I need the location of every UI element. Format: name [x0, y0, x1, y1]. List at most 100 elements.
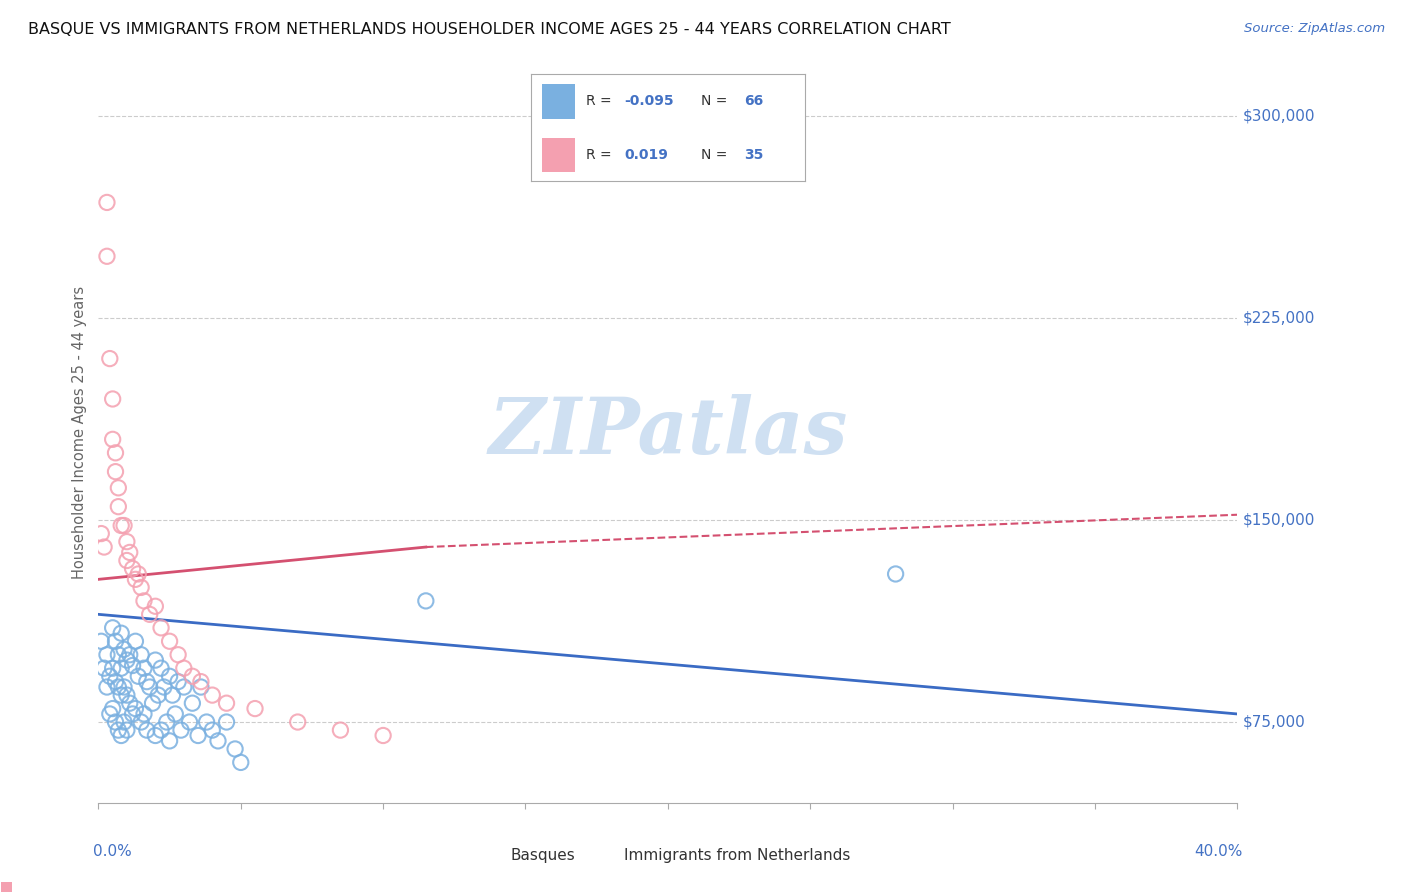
- Point: [145, 729, 167, 743]
- Point: [104, 446, 127, 460]
- Point: [112, 518, 135, 533]
- Point: [287, 714, 309, 729]
- Point: [104, 465, 127, 479]
- Point: [173, 680, 195, 694]
- Point: [148, 688, 170, 702]
- Point: [170, 723, 193, 738]
- Point: [96, 680, 118, 694]
- Text: BASQUE VS IMMIGRANTS FROM NETHERLANDS HOUSEHOLDER INCOME AGES 25 - 44 YEARS CORR: BASQUE VS IMMIGRANTS FROM NETHERLANDS HO…: [28, 22, 950, 37]
- Point: [153, 680, 176, 694]
- Point: [129, 714, 152, 729]
- Point: [884, 566, 907, 581]
- Point: [115, 723, 138, 738]
- Point: [107, 723, 129, 738]
- Point: [90, 526, 112, 541]
- Point: [138, 680, 160, 694]
- Point: [127, 669, 149, 683]
- Point: [118, 696, 141, 710]
- Point: [150, 621, 173, 635]
- Point: [190, 674, 212, 689]
- Point: [98, 351, 121, 366]
- Point: [156, 714, 179, 729]
- Text: $75,000: $75,000: [1243, 714, 1306, 730]
- Point: [373, 729, 395, 743]
- Point: [118, 545, 141, 559]
- Point: [243, 701, 266, 715]
- Point: [115, 553, 138, 567]
- Point: [129, 581, 152, 595]
- Point: [107, 648, 129, 662]
- Point: [181, 696, 204, 710]
- Point: [121, 658, 143, 673]
- Point: [124, 572, 146, 586]
- Point: [101, 433, 124, 447]
- Point: [132, 594, 155, 608]
- Point: [93, 540, 115, 554]
- Point: [112, 680, 135, 694]
- Point: [201, 688, 224, 702]
- Point: [110, 688, 132, 702]
- Point: [141, 696, 163, 710]
- Point: [129, 648, 152, 662]
- Point: [201, 723, 224, 738]
- Point: [107, 481, 129, 495]
- Point: [138, 607, 160, 622]
- Point: [215, 696, 238, 710]
- Legend: Basques, Immigrants from Netherlands: Basques, Immigrants from Netherlands: [479, 841, 856, 869]
- Point: [127, 566, 149, 581]
- Point: [415, 594, 437, 608]
- Point: [135, 674, 157, 689]
- Point: [96, 249, 118, 263]
- Point: [173, 661, 195, 675]
- Point: [104, 674, 127, 689]
- Point: [107, 680, 129, 694]
- Point: [187, 729, 209, 743]
- Point: [165, 706, 187, 721]
- Point: [159, 734, 181, 748]
- Point: [115, 534, 138, 549]
- Point: [96, 195, 118, 210]
- Point: [110, 518, 132, 533]
- Point: [190, 680, 212, 694]
- Text: 0.0%: 0.0%: [93, 844, 132, 858]
- Point: [145, 599, 167, 614]
- Point: [135, 723, 157, 738]
- Point: [101, 392, 124, 406]
- Point: [101, 621, 124, 635]
- Point: [150, 723, 173, 738]
- Point: [215, 714, 238, 729]
- Point: [224, 742, 246, 756]
- Point: [98, 706, 121, 721]
- Point: [115, 688, 138, 702]
- Point: [195, 714, 218, 729]
- Point: [101, 701, 124, 715]
- Text: Source: ZipAtlas.com: Source: ZipAtlas.com: [1244, 22, 1385, 36]
- Point: [167, 648, 190, 662]
- Point: [207, 734, 229, 748]
- Text: 40.0%: 40.0%: [1195, 844, 1243, 858]
- Point: [121, 706, 143, 721]
- Point: [98, 669, 121, 683]
- Point: [101, 661, 124, 675]
- Point: [181, 669, 204, 683]
- Point: [121, 561, 143, 575]
- Point: [229, 756, 252, 770]
- Text: ZIPatlas: ZIPatlas: [488, 394, 848, 471]
- Point: [179, 714, 201, 729]
- Point: [145, 653, 167, 667]
- Point: [93, 661, 115, 675]
- Point: [104, 634, 127, 648]
- Point: [107, 500, 129, 514]
- Point: [104, 714, 127, 729]
- Point: [118, 648, 141, 662]
- Point: [110, 729, 132, 743]
- Text: $150,000: $150,000: [1243, 513, 1316, 527]
- Point: [96, 648, 118, 662]
- Point: [124, 701, 146, 715]
- Point: [167, 674, 190, 689]
- Point: [124, 634, 146, 648]
- Point: [112, 714, 135, 729]
- Point: [329, 723, 352, 738]
- Point: [132, 706, 155, 721]
- Point: [115, 653, 138, 667]
